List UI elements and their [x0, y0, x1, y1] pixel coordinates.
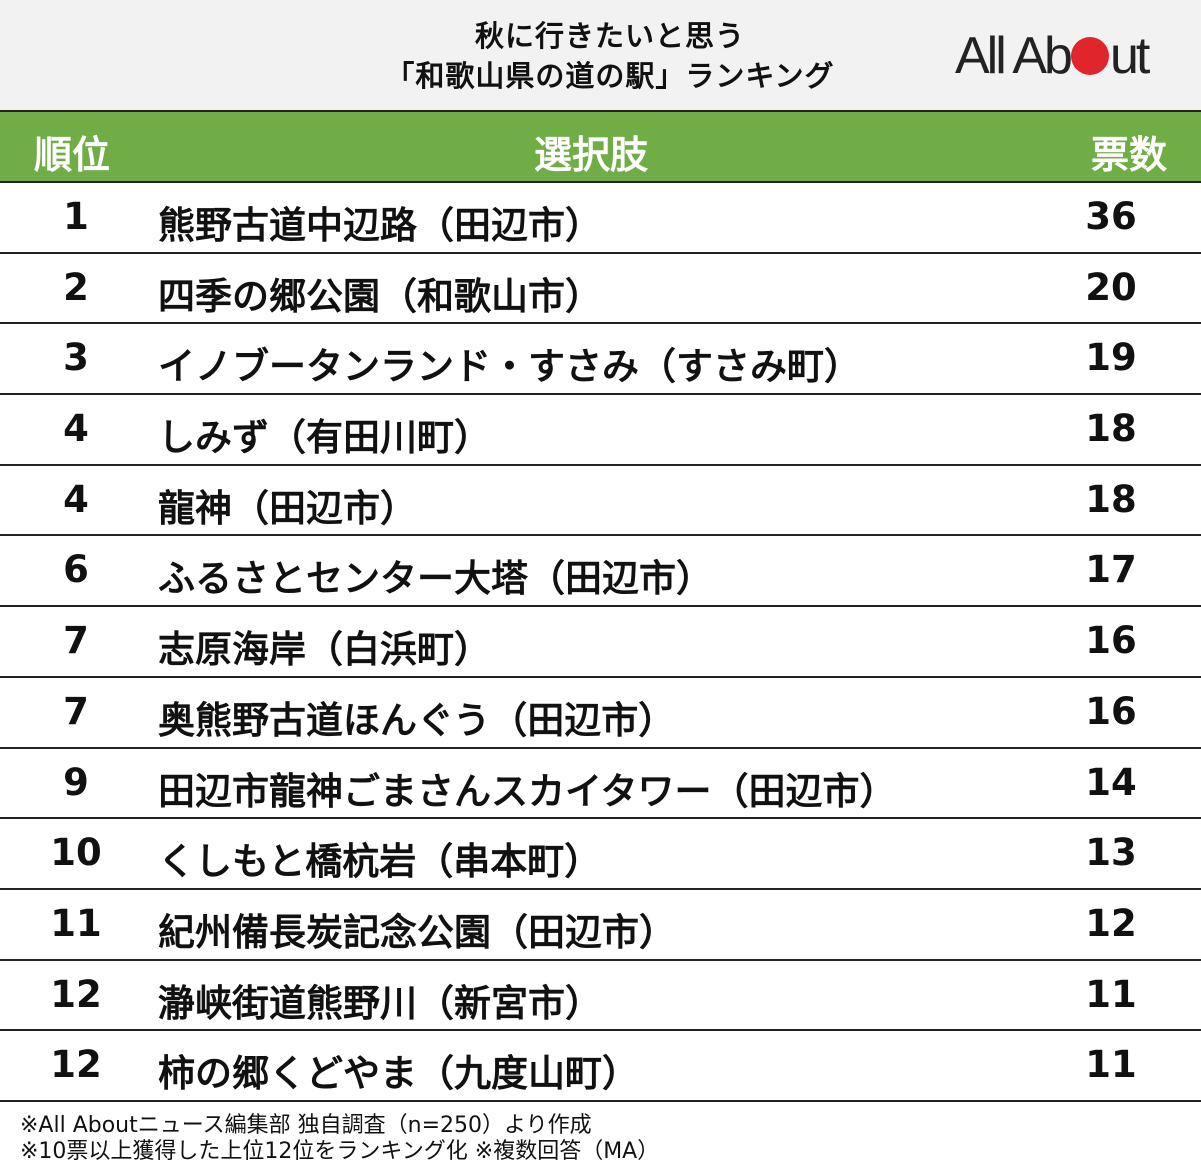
votes-cell: 20: [1085, 265, 1137, 309]
votes-cell: 12: [1085, 901, 1137, 945]
table-row: 9 田辺市龍神ごまさんスカイタワー（田辺市） 14: [0, 749, 1201, 820]
rank-cell: 11: [50, 901, 102, 945]
rank-cell: 10: [50, 831, 102, 875]
option-cell: 志原海岸（白浜町）: [158, 628, 491, 672]
title-line-1: 秋に行きたいと思う: [474, 19, 745, 53]
table-row: 11 紀州備長炭記念公園（田辺市） 12: [0, 890, 1201, 961]
rank-cell: 4: [63, 477, 89, 521]
table-row: 12 瀞峡街道熊野川（新宮市） 11: [0, 961, 1201, 1032]
rank-cell: 3: [63, 336, 89, 380]
page-title: 秋に行きたいと思う 「和歌山県の道の駅」ランキング: [300, 16, 920, 96]
votes-cell: 19: [1085, 336, 1137, 380]
table-row: 4 しみず（有田川町） 18: [0, 395, 1201, 466]
table-row: 3 イノブータンランド・すさみ（すさみ町） 19: [0, 324, 1201, 396]
rank-cell: 6: [63, 548, 89, 592]
votes-cell: 11: [1085, 972, 1137, 1016]
table-row: 10 くしもと橋杭岩（串本町） 13: [0, 819, 1201, 890]
rank-cell: 4: [63, 407, 89, 451]
rank-cell: 12: [50, 972, 102, 1016]
rank-cell: 9: [63, 760, 89, 804]
table-row: 7 奥熊野古道ほんぐう（田辺市） 16: [0, 678, 1201, 749]
rank-cell: 7: [63, 619, 89, 663]
footnote-source: ※All Aboutニュース編集部 独自調査（n=250）より作成: [20, 1113, 592, 1138]
allabout-logo: All Ab ut: [955, 27, 1150, 85]
table-row: 6 ふるさとセンター大塔（田辺市） 17: [0, 536, 1201, 608]
table-row: 2 四季の郷公園（和歌山市） 20: [0, 254, 1201, 325]
votes-cell: 18: [1085, 477, 1137, 521]
option-cell: くしもと橋杭岩（串本町）: [158, 840, 602, 884]
option-cell: 紀州備長炭記念公園（田辺市）: [158, 910, 676, 954]
ranking-table-body: 1 熊野古道中辺路（田辺市） 36 2 四季の郷公園（和歌山市） 20 3 イノブータンランド…: [0, 183, 1201, 1102]
option-cell: ふるさとセンター大塔（田辺市）: [158, 557, 713, 601]
column-header-option: 選択肢: [534, 133, 649, 177]
footnote-method: ※10票以上獲得した上位12位をランキング化 ※複数回答（MA）: [20, 1139, 660, 1164]
column-header-votes: 票数: [1090, 133, 1167, 177]
logo-red-dot-icon: [1070, 37, 1109, 75]
option-cell: 四季の郷公園（和歌山市）: [158, 274, 602, 318]
table-row: 4 龍神（田辺市） 18: [0, 466, 1201, 537]
table-header: 順位 選択肢 票数: [0, 112, 1201, 183]
rank-cell: 2: [63, 265, 89, 309]
rank-cell: 1: [63, 195, 89, 238]
option-cell: 熊野古道中辺路（田辺市）: [158, 204, 602, 247]
option-cell: 柿の郷くどやま（九度山町）: [158, 1052, 639, 1096]
option-cell: 田辺市龍神ごまさんスカイタワー（田辺市）: [158, 769, 897, 813]
table-row: 7 志原海岸（白浜町） 16: [0, 607, 1201, 678]
option-cell: 龍神（田辺市）: [158, 486, 417, 530]
footnotes: ※All Aboutニュース編集部 独自調査（n=250）より作成 ※10票以上…: [20, 1113, 659, 1165]
option-cell: 瀞峡街道熊野川（新宮市）: [158, 981, 602, 1025]
table-row: 12 柿の郷くどやま（九度山町） 11: [0, 1031, 1201, 1102]
votes-cell: 13: [1085, 831, 1137, 875]
rank-cell: 7: [63, 689, 89, 733]
rank-cell: 12: [50, 1043, 102, 1087]
column-header-rank: 順位: [34, 133, 111, 177]
title-banner: 秋に行きたいと思う 「和歌山県の道の駅」ランキング All Ab ut: [0, 0, 1201, 112]
votes-cell: 16: [1085, 619, 1137, 663]
option-cell: イノブータンランド・すさみ（すさみ町）: [158, 345, 861, 389]
votes-cell: 36: [1085, 195, 1137, 238]
votes-cell: 14: [1085, 760, 1137, 804]
table-row: 1 熊野古道中辺路（田辺市） 36: [0, 183, 1201, 254]
votes-cell: 17: [1085, 548, 1137, 592]
title-line-2: 「和歌山県の道の駅」ランキング: [385, 59, 835, 93]
option-cell: しみず（有田川町）: [158, 416, 491, 460]
votes-cell: 11: [1085, 1043, 1137, 1087]
votes-cell: 18: [1085, 407, 1137, 451]
votes-cell: 16: [1085, 689, 1137, 733]
option-cell: 奥熊野古道ほんぐう（田辺市）: [158, 698, 676, 742]
